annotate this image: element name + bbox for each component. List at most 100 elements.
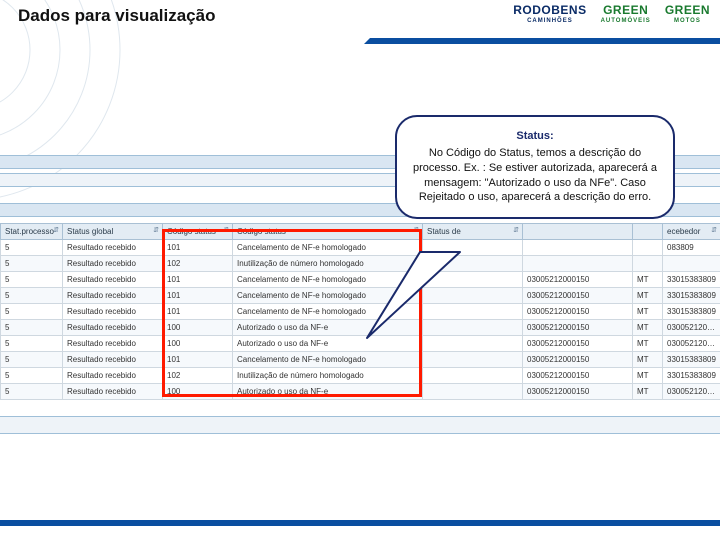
- table-cell: MT: [633, 368, 663, 384]
- column-header[interactable]: Status global⇵: [63, 224, 163, 240]
- table-cell: 5: [1, 320, 63, 336]
- table-cell: 03005212000150: [523, 368, 633, 384]
- table-cell: [523, 240, 633, 256]
- table-cell: 03005212000150: [523, 384, 633, 400]
- table-cell: [633, 256, 663, 272]
- status-callout: Status: No Código do Status, temos a des…: [395, 115, 675, 219]
- table-row[interactable]: 5Resultado recebido101Cancelamento de NF…: [1, 304, 720, 320]
- table-cell: [633, 240, 663, 256]
- table-cell: Inutilização de número homologado: [233, 368, 423, 384]
- callout-body: No Código do Status, temos a descrição d…: [411, 146, 659, 205]
- table-cell: 101: [163, 240, 233, 256]
- table-cell: 102: [163, 256, 233, 272]
- sort-icon[interactable]: ⇵: [223, 226, 229, 234]
- column-header[interactable]: Código status⇵: [163, 224, 233, 240]
- table-cell: 5: [1, 288, 63, 304]
- table-cell: 5: [1, 384, 63, 400]
- brand-green-motos: GREEN MOTOS: [665, 4, 710, 24]
- column-header[interactable]: Status de⇵: [423, 224, 523, 240]
- table-cell: 5: [1, 336, 63, 352]
- sort-icon[interactable]: ⇵: [513, 226, 519, 234]
- brand-bar: RODOBENS CAMINHÕES GREEN AUTOMÓVEIS GREE…: [513, 4, 710, 24]
- table-cell: 03005212000150: [523, 320, 633, 336]
- table-cell: 03005212000150: [523, 352, 633, 368]
- sort-icon[interactable]: ⇵: [153, 226, 159, 234]
- table-row[interactable]: 5Resultado recebido102Inutilização de nú…: [1, 368, 720, 384]
- table-row[interactable]: 5Resultado recebido101Cancelamento de NF…: [1, 240, 720, 256]
- table-cell: Resultado recebido: [63, 256, 163, 272]
- table-cell: Resultado recebido: [63, 304, 163, 320]
- column-header[interactable]: Código status⇵: [233, 224, 423, 240]
- table-row[interactable]: 5Resultado recebido101Cancelamento de NF…: [1, 352, 720, 368]
- header: Dados para visualização RODOBENS CAMINHÕ…: [0, 0, 720, 26]
- brand-rodobens: RODOBENS CAMINHÕES: [513, 4, 586, 24]
- table-cell: MT: [633, 288, 663, 304]
- column-header[interactable]: Stat.processo⇵: [1, 224, 63, 240]
- table-cell: MT: [633, 384, 663, 400]
- toolbar-band-bottom: [0, 416, 720, 434]
- table-row[interactable]: 5Resultado recebido101Cancelamento de NF…: [1, 272, 720, 288]
- table-cell: 5: [1, 368, 63, 384]
- table-cell: Resultado recebido: [63, 272, 163, 288]
- table-header-row: Stat.processo⇵Status global⇵Código statu…: [1, 224, 720, 240]
- table-row[interactable]: 5Resultado recebido100Autorizado o uso d…: [1, 384, 720, 400]
- status-table: Stat.processo⇵Status global⇵Código statu…: [0, 223, 720, 400]
- table-cell: [423, 368, 523, 384]
- table-cell: 101: [163, 288, 233, 304]
- callout-tail-icon: [365, 250, 475, 340]
- table-cell: 100: [163, 320, 233, 336]
- sort-icon[interactable]: ⇵: [711, 226, 717, 234]
- table-cell: 102: [163, 368, 233, 384]
- brand-green-auto: GREEN AUTOMÓVEIS: [601, 4, 651, 24]
- table-cell: 03005212000150: [523, 304, 633, 320]
- table-cell: 100: [163, 384, 233, 400]
- table-cell: 5: [1, 240, 63, 256]
- table-cell: [423, 352, 523, 368]
- sort-icon[interactable]: ⇵: [413, 226, 419, 234]
- table-cell: 5: [1, 352, 63, 368]
- table-cell: Resultado recebido: [63, 288, 163, 304]
- table-cell: 03005212000150: [523, 272, 633, 288]
- table-row[interactable]: 5Resultado recebido102Inutilização de nú…: [1, 256, 720, 272]
- table-cell: 5: [1, 304, 63, 320]
- table-cell: 101: [163, 272, 233, 288]
- footer-accent-bar: [0, 520, 720, 526]
- table-cell: Resultado recebido: [63, 240, 163, 256]
- table-cell: 5: [1, 256, 63, 272]
- header-accent-bar: [370, 38, 720, 44]
- table-cell: Resultado recebido: [63, 384, 163, 400]
- table-row[interactable]: 5Resultado recebido100Autorizado o uso d…: [1, 336, 720, 352]
- table-cell: 33015383809: [663, 272, 720, 288]
- table-cell: Resultado recebido: [63, 336, 163, 352]
- table-cell: 083809: [663, 240, 720, 256]
- table-cell: 33015383809: [663, 304, 720, 320]
- table-cell: MT: [633, 304, 663, 320]
- table-cell: MT: [633, 352, 663, 368]
- column-header[interactable]: [633, 224, 663, 240]
- table-cell: 33015383809: [663, 288, 720, 304]
- table-cell: 03005212000907: [663, 384, 720, 400]
- column-header[interactable]: [523, 224, 633, 240]
- table-cell: MT: [633, 336, 663, 352]
- table-row[interactable]: 5Resultado recebido100Autorizado o uso d…: [1, 320, 720, 336]
- table-cell: 03005212000150: [523, 288, 633, 304]
- table-cell: MT: [633, 320, 663, 336]
- table-cell: 03005212000150: [523, 336, 633, 352]
- table-cell: 33015383809: [663, 368, 720, 384]
- table-cell: 100: [163, 336, 233, 352]
- table-cell: 03005212000907: [663, 336, 720, 352]
- table-cell: [523, 256, 633, 272]
- table-cell: 5: [1, 272, 63, 288]
- sort-icon[interactable]: ⇵: [53, 226, 59, 234]
- table-cell: Resultado recebido: [63, 352, 163, 368]
- callout-title: Status:: [411, 129, 659, 144]
- table-cell: 101: [163, 352, 233, 368]
- table-row[interactable]: 5Resultado recebido101Cancelamento de NF…: [1, 288, 720, 304]
- table-cell: 33015383809: [663, 352, 720, 368]
- table-cell: Autorizado o uso da NF-e: [233, 384, 423, 400]
- table-cell: 101: [163, 304, 233, 320]
- table-cell: Resultado recebido: [63, 368, 163, 384]
- table-cell: Cancelamento de NF-e homologado: [233, 352, 423, 368]
- table-cell: [663, 256, 720, 272]
- column-header[interactable]: ecebedor⇵: [663, 224, 720, 240]
